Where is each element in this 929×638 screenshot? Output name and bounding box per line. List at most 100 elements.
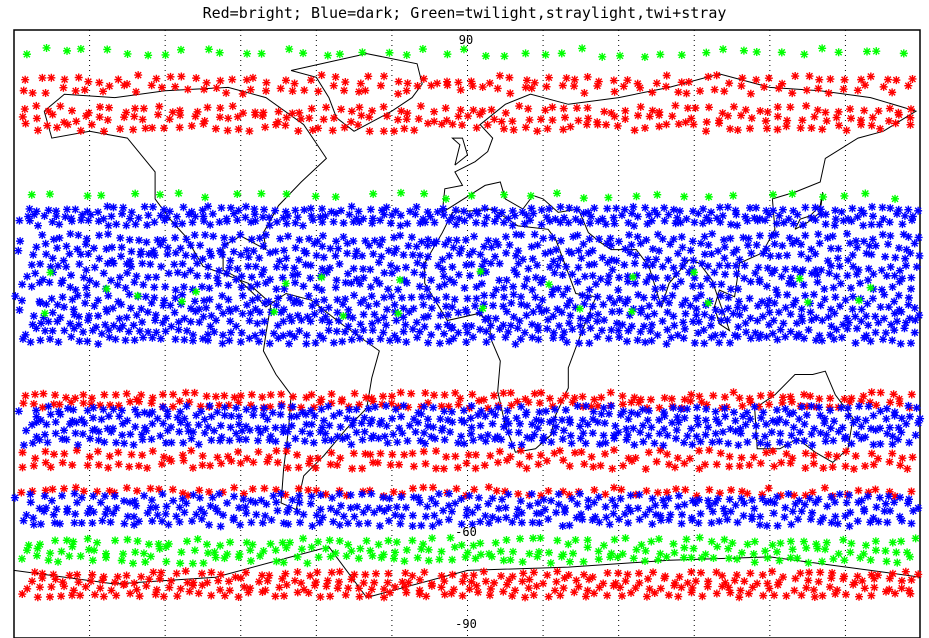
data-point bbox=[204, 283, 215, 293]
data-point bbox=[351, 404, 362, 415]
data-point bbox=[913, 569, 923, 580]
data-point bbox=[202, 539, 212, 550]
data-point bbox=[464, 491, 475, 501]
data-point bbox=[835, 489, 845, 499]
data-point bbox=[486, 105, 497, 115]
data-point bbox=[840, 295, 851, 305]
data-point bbox=[126, 303, 136, 313]
data-point bbox=[319, 295, 329, 305]
data-point bbox=[891, 75, 902, 85]
data-point bbox=[67, 416, 78, 426]
data-point bbox=[714, 516, 724, 526]
data-point bbox=[200, 192, 210, 203]
data-point bbox=[256, 48, 267, 59]
data-point bbox=[82, 290, 92, 300]
data-point bbox=[630, 583, 641, 593]
data-point bbox=[403, 577, 414, 588]
data-point bbox=[592, 292, 603, 302]
data-point bbox=[103, 220, 114, 231]
data-point bbox=[664, 590, 674, 600]
data-point bbox=[489, 390, 499, 401]
data-point bbox=[210, 503, 221, 513]
data-point bbox=[739, 303, 750, 313]
data-point bbox=[613, 285, 623, 295]
data-point bbox=[414, 114, 424, 124]
data-point bbox=[644, 584, 655, 594]
data-point bbox=[400, 568, 411, 578]
data-point bbox=[532, 260, 542, 270]
data-point bbox=[49, 449, 59, 459]
data-point bbox=[725, 124, 735, 134]
data-point bbox=[91, 322, 101, 332]
data-point bbox=[566, 430, 576, 441]
data-point bbox=[429, 116, 439, 127]
data-point bbox=[570, 214, 581, 224]
data-point bbox=[352, 274, 362, 284]
data-point bbox=[293, 310, 303, 321]
data-point bbox=[565, 557, 575, 567]
data-point bbox=[737, 73, 748, 83]
data-point bbox=[325, 243, 336, 254]
data-point bbox=[335, 422, 346, 432]
data-point bbox=[826, 423, 836, 433]
data-point bbox=[101, 244, 112, 254]
data-point bbox=[811, 313, 821, 323]
data-point bbox=[610, 421, 621, 431]
data-point bbox=[78, 390, 89, 400]
data-point bbox=[193, 534, 203, 544]
data-point bbox=[508, 206, 518, 216]
data-point bbox=[881, 328, 891, 338]
data-point bbox=[704, 445, 714, 455]
data-point bbox=[456, 415, 467, 425]
data-point bbox=[381, 320, 391, 330]
data-point bbox=[828, 435, 838, 446]
data-point bbox=[840, 432, 851, 442]
data-point bbox=[779, 218, 789, 228]
data-point bbox=[896, 583, 907, 593]
data-point bbox=[132, 310, 142, 320]
data-point bbox=[387, 449, 397, 460]
data-point bbox=[401, 262, 411, 273]
data-point bbox=[563, 539, 573, 549]
data-point bbox=[827, 568, 837, 578]
data-point bbox=[227, 74, 237, 85]
data-point bbox=[871, 400, 881, 410]
data-point bbox=[334, 567, 345, 577]
data-point bbox=[546, 496, 556, 506]
data-point bbox=[402, 545, 412, 555]
data-point bbox=[845, 547, 856, 558]
data-point bbox=[201, 78, 212, 88]
data-point bbox=[406, 292, 417, 303]
data-point bbox=[197, 254, 208, 264]
data-point bbox=[715, 202, 725, 213]
data-point bbox=[677, 50, 687, 60]
data-point bbox=[311, 296, 321, 307]
data-point bbox=[634, 568, 644, 579]
data-point bbox=[773, 102, 783, 112]
data-point bbox=[219, 391, 229, 401]
data-point bbox=[319, 252, 329, 263]
data-point bbox=[873, 106, 884, 116]
data-point bbox=[479, 256, 490, 267]
data-point bbox=[347, 334, 357, 345]
data-point bbox=[262, 414, 273, 424]
data-point bbox=[615, 51, 625, 61]
data-point bbox=[777, 241, 787, 251]
data-point bbox=[868, 112, 878, 123]
data-point bbox=[800, 230, 810, 241]
data-point bbox=[90, 589, 100, 600]
data-point bbox=[37, 230, 47, 240]
data-point bbox=[45, 189, 55, 199]
data-point bbox=[734, 254, 745, 265]
data-point bbox=[600, 449, 610, 459]
data-point bbox=[622, 75, 633, 85]
data-point bbox=[536, 416, 546, 426]
data-point bbox=[122, 79, 132, 89]
data-point bbox=[42, 437, 53, 448]
data-point bbox=[304, 234, 314, 244]
data-point bbox=[326, 435, 337, 445]
data-point bbox=[215, 540, 225, 551]
data-point bbox=[75, 551, 86, 561]
data-point bbox=[128, 124, 138, 135]
data-point bbox=[177, 494, 188, 504]
